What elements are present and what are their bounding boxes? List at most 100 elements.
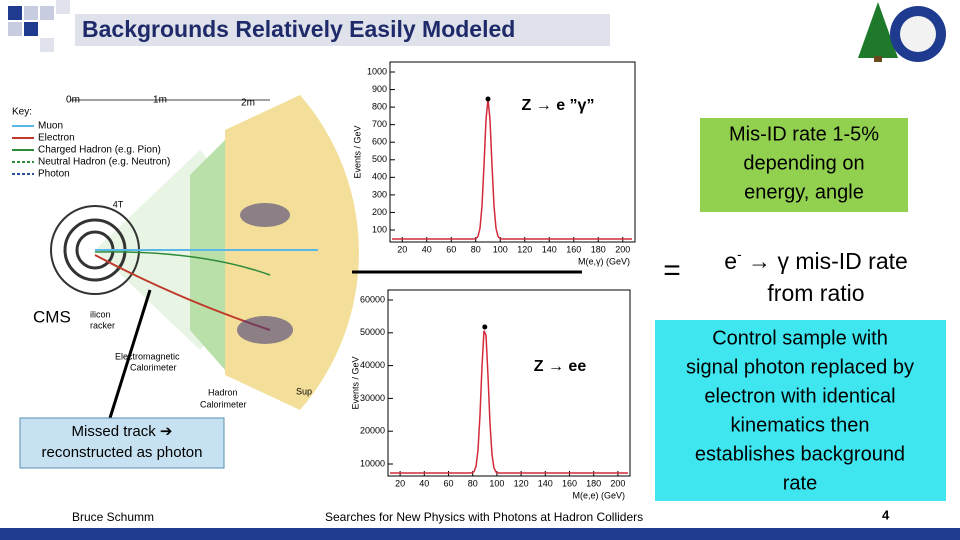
y-tick-label: 40000 xyxy=(360,360,385,370)
x-axis-title: M(e,γ) (GeV) xyxy=(578,256,630,266)
box-line: energy, angle xyxy=(744,181,864,203)
x-tick-label: 120 xyxy=(517,244,532,254)
hcal-label: Calorimeter xyxy=(200,399,247,409)
y-tick-label: 10000 xyxy=(360,458,385,468)
tracker-label: racker xyxy=(90,320,115,330)
x-tick-label: 160 xyxy=(566,244,581,254)
callout-box xyxy=(19,417,225,469)
y-tick-label: 300 xyxy=(372,189,387,199)
ratio-text: from ratio xyxy=(767,280,864,306)
peak-point xyxy=(485,96,491,102)
x-tick-label: 160 xyxy=(562,478,577,488)
x-tick-label: 200 xyxy=(610,478,625,488)
box-line: rate xyxy=(783,472,817,494)
x-tick-label: 100 xyxy=(493,244,508,254)
box-line: Control sample with xyxy=(712,327,888,349)
x-tick-label: 180 xyxy=(591,244,606,254)
y-tick-label: 60000 xyxy=(360,294,385,304)
x-tick-label: 60 xyxy=(443,478,453,488)
equals-sign: = xyxy=(663,254,681,287)
corner-decoration xyxy=(8,0,70,52)
cms-label: CMS xyxy=(33,307,71,326)
x-tick-label: 20 xyxy=(397,244,407,254)
plot-label-box xyxy=(508,94,608,118)
ecal-label: Calorimeter xyxy=(130,362,177,372)
y-tick-label: 200 xyxy=(372,207,387,217)
field-label: 4T xyxy=(113,199,124,209)
box-line: depending on xyxy=(743,152,864,174)
x-tick-label: 180 xyxy=(586,478,601,488)
slide-title: Backgrounds Relatively Easily Modeled xyxy=(82,16,515,42)
key-label: Muon xyxy=(38,121,63,132)
x-tick-label: 40 xyxy=(422,244,432,254)
footer-author: Bruce Schumm xyxy=(72,510,154,524)
y-tick-label: 700 xyxy=(372,119,387,129)
title-bar xyxy=(75,14,610,46)
plot-label: Z → e ”γ” xyxy=(522,97,595,114)
solenoid-label: Sup xyxy=(296,386,312,396)
x-tick-label: 80 xyxy=(468,478,478,488)
control-box xyxy=(655,320,946,501)
y-tick-label: 1000 xyxy=(367,66,387,76)
misid-box xyxy=(700,118,908,212)
scale-label: 2m xyxy=(241,98,255,109)
logo xyxy=(858,2,946,62)
fit-curve xyxy=(390,330,628,474)
peak-point xyxy=(482,324,488,330)
y-tick-label: 100 xyxy=(372,224,387,234)
plot-frame xyxy=(389,61,636,243)
box-line: electron with identical xyxy=(704,385,895,407)
y-tick-label: 20000 xyxy=(360,426,385,436)
y-tick-label: 800 xyxy=(372,101,387,111)
ecal-label: Electromagnetic xyxy=(115,351,180,361)
key-title: Key: xyxy=(12,107,32,118)
key-label: Neutral Hadron (e.g. Neutron) xyxy=(38,157,170,168)
ratio-rest: → γ mis-ID rate xyxy=(742,248,908,274)
y-tick-label: 500 xyxy=(372,154,387,164)
plot-frame xyxy=(387,289,631,477)
scale-label: 0m xyxy=(66,95,80,106)
callout-text: Missed track ➔ xyxy=(72,423,173,440)
callout-text: reconstructed as photon xyxy=(42,444,203,461)
y-axis-title: Events / GeV xyxy=(350,356,360,409)
plot: 10000 20000 30000 40000 50000 60000 20 40 60 80 10… xyxy=(350,289,631,500)
callout-arrow xyxy=(108,289,152,419)
x-tick-label: 40 xyxy=(419,478,429,488)
y-axis-title: Events / GeV xyxy=(352,125,362,178)
plot: 100 200 300 400 500 600 700 800 900 1000 20 40 60 80 1… xyxy=(352,61,636,266)
x-axis-title: M(e,e) (GeV) xyxy=(572,490,625,500)
y-tick-label: 30000 xyxy=(360,393,385,403)
x-tick-label: 80 xyxy=(471,244,481,254)
ratio-e: e xyxy=(724,248,737,274)
ratio-sup: - xyxy=(737,246,742,262)
ratio-text: e- → γ mis-ID rate xyxy=(724,246,908,274)
x-tick-label: 20 xyxy=(395,478,405,488)
footer-center: Searches for New Physics with Photons at… xyxy=(325,510,643,524)
box-line: establishes background xyxy=(695,443,905,465)
plot-label-box xyxy=(520,355,600,379)
footer-bar xyxy=(0,528,960,540)
y-tick-label: 400 xyxy=(372,172,387,182)
page-number: 4 xyxy=(882,507,890,522)
box-line: Mis-ID rate 1-5% xyxy=(729,123,879,145)
tracker-label: ilicon xyxy=(90,309,111,319)
x-tick-label: 100 xyxy=(489,478,504,488)
plot-label: Z → ee xyxy=(534,358,587,375)
key-label: Electron xyxy=(38,133,75,144)
box-line: signal photon replaced by xyxy=(686,356,914,378)
x-tick-label: 200 xyxy=(615,244,630,254)
x-tick-label: 140 xyxy=(538,478,553,488)
x-tick-label: 60 xyxy=(446,244,456,254)
x-tick-label: 120 xyxy=(514,478,529,488)
box-line: kinematics then xyxy=(731,414,870,436)
hcal-label: Hadron xyxy=(208,387,238,397)
detector-drawing xyxy=(50,95,359,410)
key-label: Photon xyxy=(38,169,70,180)
key-label: Charged Hadron (e.g. Pion) xyxy=(38,145,161,156)
y-tick-label: 50000 xyxy=(360,327,385,337)
scale-label: 1m xyxy=(153,95,167,106)
y-tick-label: 600 xyxy=(372,137,387,147)
y-tick-label: 900 xyxy=(372,84,387,94)
x-tick-label: 140 xyxy=(542,244,557,254)
